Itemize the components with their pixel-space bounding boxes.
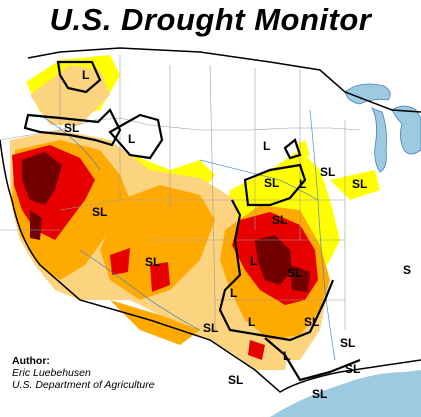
impact-label-sl: SL bbox=[64, 121, 79, 135]
impact-label-l: L bbox=[230, 286, 237, 300]
drought-map: L SL L L SL L SL SL SL SL SL L SL S L SL… bbox=[0, 40, 421, 417]
impact-label-l: L bbox=[248, 315, 255, 329]
great-lakes bbox=[344, 83, 421, 173]
impact-label-sl: SL bbox=[272, 213, 287, 227]
impact-label-l: L bbox=[299, 177, 306, 191]
impact-label-sl: SL bbox=[304, 315, 319, 329]
impact-label-sl: SL bbox=[145, 255, 160, 269]
impact-label-sl: SL bbox=[352, 177, 367, 191]
impact-label-sl: SL bbox=[228, 373, 243, 387]
rivers bbox=[39, 109, 336, 361]
impact-label-group: L SL L L SL L SL SL SL SL SL L SL S L SL… bbox=[64, 68, 411, 401]
drought-d4-area bbox=[22, 152, 310, 292]
author-credit: Author: Eric Luebehusen U.S. Department … bbox=[12, 355, 155, 391]
impact-label-sl: SL bbox=[312, 387, 327, 401]
author-name: Eric Luebehusen bbox=[12, 367, 91, 379]
state-boundaries bbox=[0, 55, 361, 330]
impact-label-l: L bbox=[82, 68, 89, 82]
author-label: Author: bbox=[12, 355, 50, 367]
impact-label-sl: SL bbox=[320, 165, 335, 179]
impact-label-sl: SL bbox=[345, 362, 360, 376]
impact-label-sl: SL bbox=[287, 266, 302, 280]
drought-map-svg: L SL L L SL L SL SL SL SL SL L SL S L SL… bbox=[0, 47, 421, 417]
map-title: U.S. Drought Monitor bbox=[49, 2, 372, 37]
gulf-water bbox=[270, 370, 421, 417]
impact-label-sl: SL bbox=[264, 176, 279, 190]
impact-label-l: L bbox=[128, 132, 135, 146]
impact-label-sl: SL bbox=[92, 205, 107, 219]
impact-label-sl: SL bbox=[340, 336, 355, 350]
impact-boundaries bbox=[23, 60, 361, 382]
author-organization: U.S. Department of Agriculture bbox=[12, 379, 155, 391]
impact-label-sl: SL bbox=[203, 321, 218, 335]
impact-label-l: L bbox=[250, 254, 257, 268]
us-outline bbox=[0, 47, 421, 393]
impact-label-s: S bbox=[403, 263, 411, 277]
impact-label-l: L bbox=[283, 349, 290, 363]
impact-label-l: L bbox=[263, 139, 270, 153]
drought-d2-area bbox=[12, 140, 330, 345]
